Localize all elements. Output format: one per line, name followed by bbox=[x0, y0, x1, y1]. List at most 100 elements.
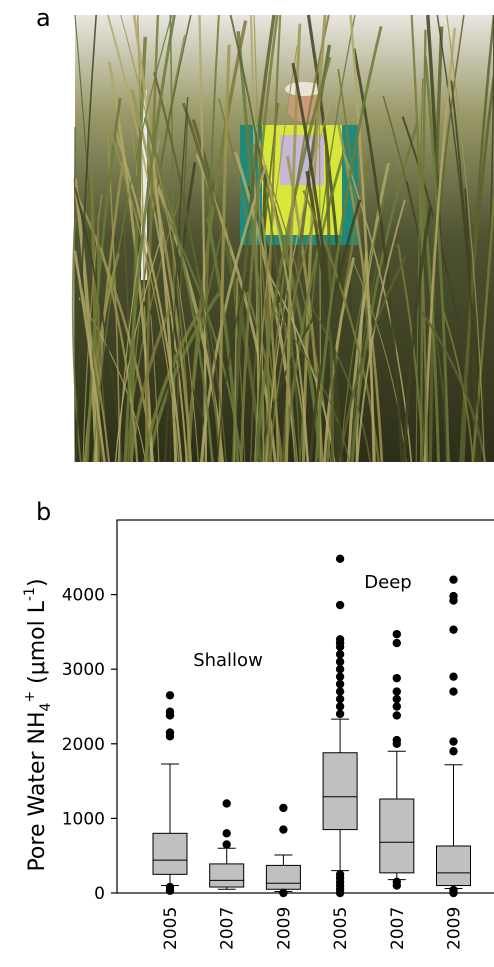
y-axis-label: Pore Water NH4+ (μmol L-1) bbox=[22, 578, 54, 871]
grass-blade bbox=[446, 14, 485, 463]
outlier bbox=[392, 673, 401, 683]
grass-blade bbox=[346, 162, 390, 463]
grass-blade bbox=[181, 102, 263, 463]
grass-blade bbox=[268, 216, 316, 463]
box bbox=[209, 863, 245, 888]
outlier bbox=[279, 803, 288, 813]
grass-blade bbox=[291, 62, 344, 463]
x-tick-label: 2007 bbox=[218, 907, 238, 950]
grass-blade bbox=[130, 89, 193, 463]
outlier bbox=[449, 596, 458, 605]
grass-blade bbox=[402, 205, 433, 463]
grass-blade bbox=[247, 96, 310, 463]
grass-blade bbox=[338, 255, 407, 463]
y-tick-label: 0 bbox=[94, 884, 105, 904]
grass-blade bbox=[143, 309, 202, 463]
grass-blade bbox=[339, 161, 396, 463]
y-label-subscript: 4 bbox=[38, 702, 54, 711]
grass-blade bbox=[314, 25, 383, 463]
outlier bbox=[165, 732, 175, 741]
grass-blade bbox=[114, 131, 183, 463]
annotation: Shallow bbox=[193, 650, 263, 671]
grass-blade bbox=[100, 248, 139, 463]
grass-blade bbox=[97, 214, 100, 463]
grass-blade bbox=[254, 45, 298, 463]
outlier bbox=[222, 829, 231, 838]
grass-blade bbox=[233, 277, 239, 463]
x-tick-label: 2009 bbox=[274, 907, 294, 950]
outlier bbox=[165, 886, 175, 895]
outlier bbox=[392, 694, 401, 704]
outlier bbox=[335, 687, 345, 696]
grass-blade bbox=[351, 122, 419, 463]
y-tick-label: 4000 bbox=[62, 586, 105, 606]
grass-blade bbox=[254, 56, 332, 463]
outlier bbox=[392, 881, 401, 890]
grass-blade bbox=[123, 14, 176, 463]
outlier bbox=[392, 702, 401, 711]
grass-blade bbox=[239, 14, 279, 463]
marker-pole bbox=[141, 90, 147, 280]
grass-blade bbox=[120, 14, 199, 463]
outlier bbox=[449, 625, 458, 634]
outlier bbox=[392, 739, 401, 748]
box bbox=[436, 845, 471, 887]
x-tick-label: 2009 bbox=[445, 907, 465, 950]
grass-blade bbox=[423, 56, 450, 463]
outlier bbox=[449, 747, 458, 756]
outlier bbox=[449, 687, 458, 696]
box bbox=[322, 752, 358, 831]
outlier bbox=[335, 657, 345, 666]
grass-blade bbox=[85, 97, 122, 463]
grass-blade bbox=[310, 305, 372, 463]
outlier bbox=[335, 642, 345, 652]
y-label-superscript: -1 bbox=[22, 587, 38, 601]
grass-blade bbox=[106, 14, 188, 463]
outlier bbox=[449, 888, 458, 898]
grass-blade bbox=[229, 14, 298, 463]
outlier bbox=[335, 665, 345, 674]
outlier bbox=[335, 600, 345, 610]
grass-blade bbox=[349, 14, 376, 463]
outlier bbox=[335, 554, 345, 563]
photo bbox=[71, 14, 494, 463]
grass-blade bbox=[419, 309, 487, 463]
x-tick-label: 2005 bbox=[161, 907, 181, 950]
box bbox=[379, 798, 415, 874]
grass-blade bbox=[352, 259, 407, 463]
panel-label: b bbox=[36, 498, 51, 526]
grass-blade bbox=[356, 199, 406, 463]
grass-blade bbox=[73, 126, 76, 463]
grass-blade bbox=[231, 14, 276, 463]
grass-blade bbox=[401, 116, 479, 463]
grass-blade bbox=[436, 14, 482, 463]
grass-blade bbox=[251, 144, 273, 463]
outlier bbox=[165, 691, 175, 700]
outlier bbox=[449, 575, 458, 584]
grass-blade bbox=[261, 216, 280, 463]
grass-blade bbox=[92, 14, 173, 463]
grass-blade bbox=[184, 216, 227, 463]
outlier bbox=[335, 702, 345, 711]
outlier bbox=[335, 650, 345, 659]
outlier bbox=[335, 679, 345, 689]
outlier bbox=[392, 687, 401, 696]
grass-blade bbox=[410, 14, 429, 463]
panel-label: a bbox=[36, 4, 51, 32]
y-label-text: ) bbox=[25, 578, 50, 587]
outlier bbox=[392, 711, 401, 720]
annotation: Deep bbox=[364, 572, 411, 593]
y-label-superscript: + bbox=[22, 691, 38, 703]
grass-blade bbox=[249, 102, 280, 463]
grass-blade bbox=[471, 196, 494, 463]
box bbox=[265, 864, 301, 890]
grass-blade bbox=[284, 142, 348, 463]
outlier bbox=[222, 840, 231, 849]
outlier bbox=[392, 629, 401, 639]
plot-frame bbox=[116, 519, 494, 894]
y-label-text: (μmol L bbox=[25, 600, 50, 691]
grass-blade bbox=[415, 78, 424, 463]
grass-blade bbox=[205, 216, 240, 463]
